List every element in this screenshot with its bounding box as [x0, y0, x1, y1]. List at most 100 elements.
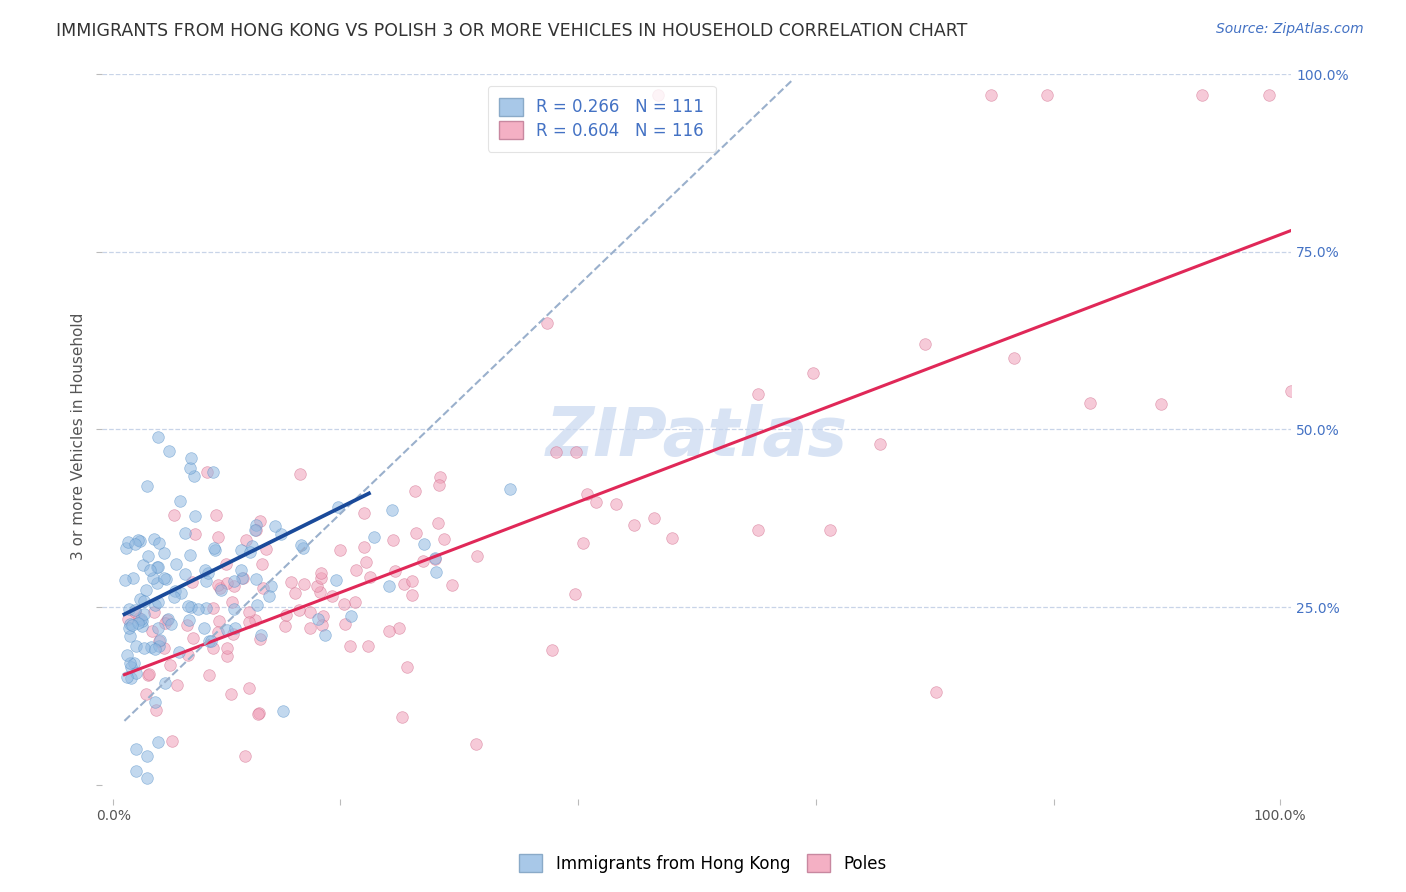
Point: [142, 533, 165, 547]
Point: [217, 649, 239, 664]
Point: [153, 615, 176, 630]
Point: [925, 685, 948, 699]
Point: [465, 737, 488, 751]
Point: [252, 557, 274, 571]
Point: [163, 508, 186, 523]
Point: [326, 500, 349, 515]
Point: [309, 585, 332, 599]
Point: [292, 576, 315, 591]
Point: [122, 657, 145, 671]
Point: [426, 516, 449, 530]
Point: [141, 624, 163, 639]
Point: [209, 582, 232, 597]
Point: [246, 598, 269, 612]
Point: [274, 608, 297, 623]
Point: [541, 643, 564, 657]
Point: [159, 657, 181, 672]
Point: [914, 337, 936, 351]
Point: [120, 656, 142, 670]
Point: [131, 614, 153, 628]
Point: [115, 541, 138, 556]
Point: [204, 542, 226, 557]
Point: [145, 575, 167, 590]
Y-axis label: 3 or more Vehicles in Household: 3 or more Vehicles in Household: [72, 313, 86, 560]
Point: [160, 616, 183, 631]
Point: [202, 541, 225, 555]
Point: [260, 578, 283, 592]
Point: [176, 617, 198, 632]
Point: [117, 534, 139, 549]
Point: [325, 574, 347, 588]
Point: [245, 614, 267, 628]
Point: [120, 660, 142, 674]
Point: [252, 582, 274, 596]
Point: [571, 535, 593, 549]
Point: [250, 627, 273, 641]
Point: [142, 571, 165, 585]
Point: [149, 632, 172, 647]
Point: [1258, 88, 1281, 103]
Point: [215, 576, 238, 591]
Point: [280, 575, 302, 590]
Point: [128, 591, 150, 606]
Point: [298, 605, 321, 619]
Point: [623, 518, 645, 533]
Point: [134, 594, 156, 608]
Point: [148, 640, 170, 654]
Point: [818, 524, 841, 538]
Point: [257, 589, 280, 603]
Point: [131, 558, 153, 572]
Point: [176, 599, 198, 613]
Point: [120, 629, 142, 643]
Point: [121, 618, 143, 632]
Point: [359, 569, 381, 583]
Point: [661, 531, 683, 545]
Point: [412, 554, 434, 568]
Point: [143, 642, 166, 657]
Point: [135, 687, 157, 701]
Point: [222, 574, 245, 588]
Point: [195, 601, 218, 615]
Point: [392, 577, 415, 591]
Point: [290, 467, 312, 481]
Point: [143, 599, 166, 613]
Point: [1080, 396, 1102, 410]
Point: [153, 640, 176, 655]
Point: [747, 387, 769, 401]
Point: [205, 508, 228, 522]
Point: [207, 578, 229, 592]
Point: [395, 659, 418, 673]
Point: [121, 572, 143, 586]
Point: [167, 645, 190, 659]
Point: [187, 602, 209, 616]
Point: [148, 536, 170, 550]
Point: [565, 445, 588, 459]
Point: [388, 621, 411, 635]
Point: [340, 608, 363, 623]
Point: [354, 555, 377, 569]
Point: [643, 510, 665, 524]
Text: ZIPatlas: ZIPatlas: [546, 403, 848, 469]
Point: [429, 470, 451, 484]
Point: [193, 621, 215, 635]
Point: [288, 603, 311, 617]
Point: [125, 639, 148, 653]
Point: [152, 571, 174, 585]
Point: [221, 687, 243, 701]
Point: [564, 587, 586, 601]
Point: [198, 668, 221, 682]
Point: [245, 523, 267, 537]
Point: [378, 624, 401, 639]
Point: [146, 595, 169, 609]
Point: [174, 526, 197, 541]
Point: [333, 616, 356, 631]
Point: [344, 595, 367, 609]
Point: [245, 518, 267, 533]
Point: [143, 694, 166, 708]
Point: [401, 574, 423, 588]
Point: [165, 557, 187, 571]
Point: [224, 621, 246, 635]
Point: [118, 616, 141, 631]
Point: [214, 557, 236, 571]
Point: [136, 549, 159, 563]
